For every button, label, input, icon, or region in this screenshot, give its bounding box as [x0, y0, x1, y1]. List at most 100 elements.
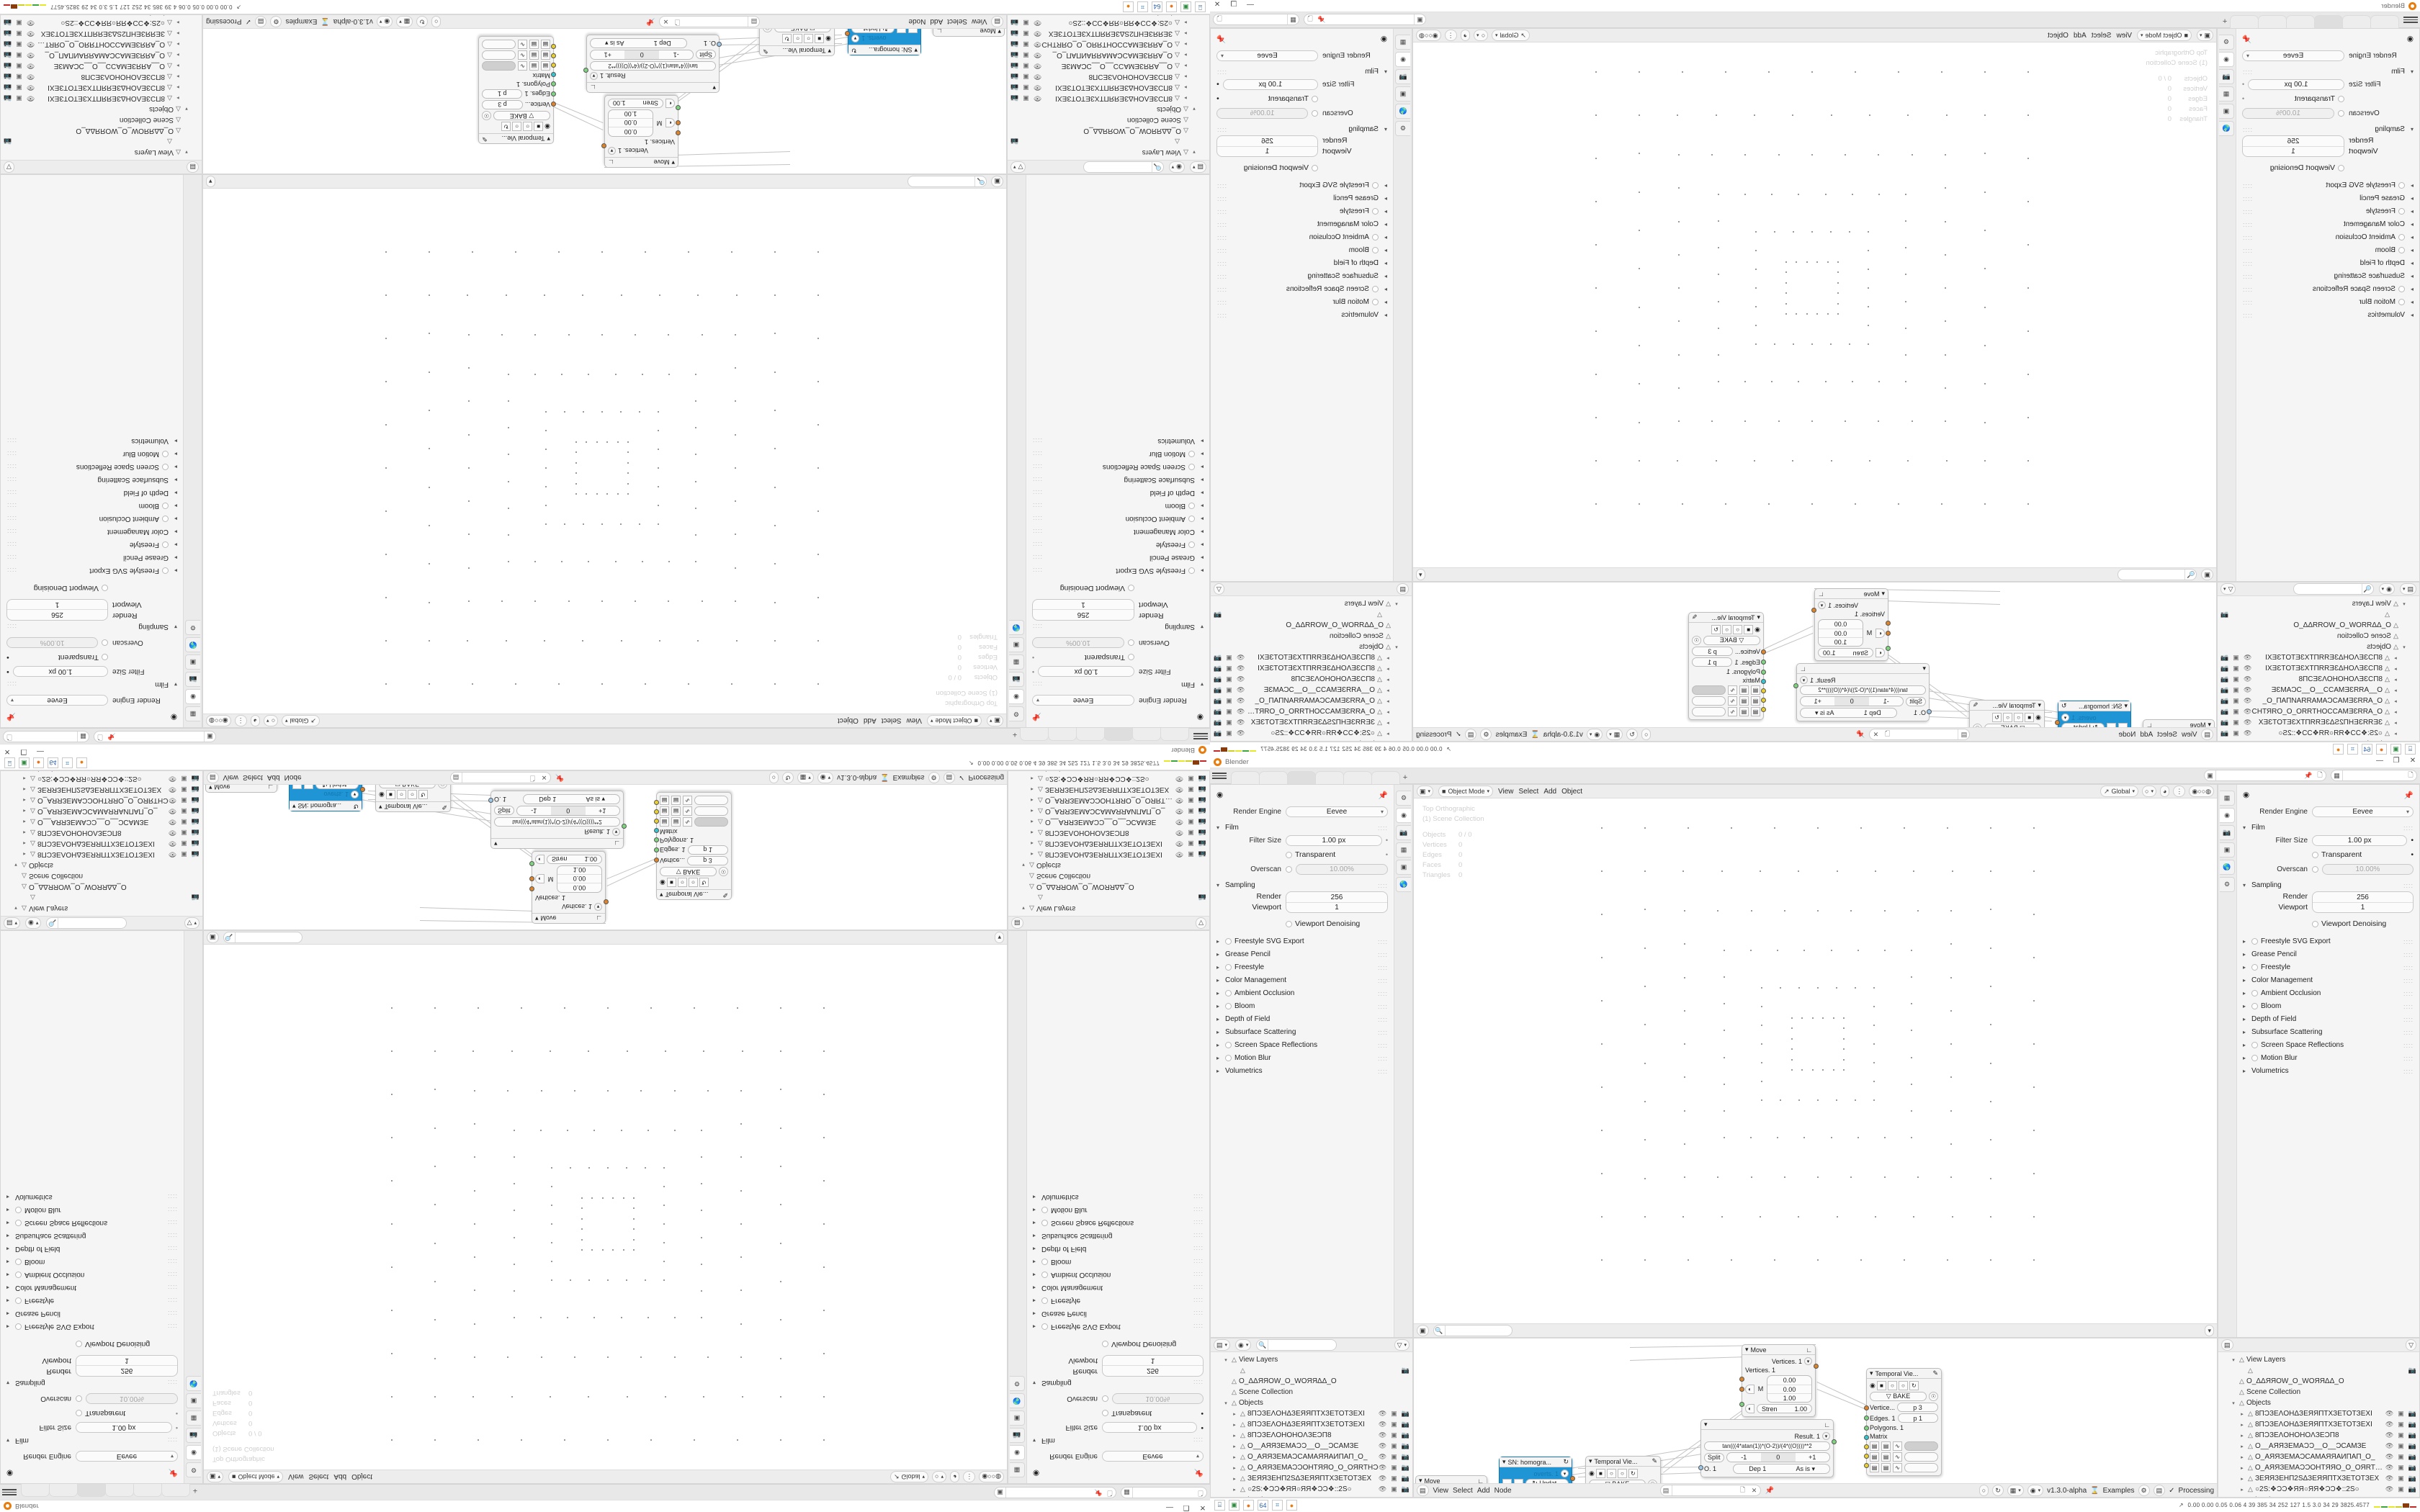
- outliner-row[interactable]: ▸ △ 8ПƆЗEΛОHΔЗEЯЯПTXЗETOTЗEXІ 👁 ▣ 📷: [2218, 663, 2416, 674]
- outliner-row-toggles[interactable]: 📷: [1198, 894, 1209, 901]
- section-header-motion-blur[interactable]: ▸ Motion Blur::::: [1032, 448, 1204, 460]
- chevron-down-icon[interactable]: ▾: [608, 147, 616, 155]
- refresh-icon[interactable]: ↻: [851, 47, 857, 54]
- camera-icon[interactable]: 📷: [1401, 1421, 1410, 1428]
- workspace-tab[interactable]: [2286, 14, 2315, 28]
- menu-view[interactable]: View: [288, 1472, 304, 1481]
- disclosure-triangle-icon[interactable]: ▸: [1233, 1433, 1236, 1439]
- window-controls[interactable]: — ❐ ✕: [2375, 757, 2418, 765]
- menu-object[interactable]: Object: [1561, 787, 1583, 796]
- viewport-denoising-checkbox[interactable]: [102, 585, 108, 592]
- search-input[interactable]: 🔍: [908, 176, 987, 187]
- section-enable-checkbox[interactable]: [1372, 286, 1379, 292]
- outliner-row-toggles[interactable]: 👁 ▣ 📷: [2385, 1442, 2419, 1450]
- editor-type-icon[interactable]: ▣: [991, 176, 1003, 187]
- outliner-row-toggles[interactable]: 👁 ▣ 📷: [2385, 1464, 2419, 1472]
- strength-field[interactable]: Stren 1.00: [547, 855, 602, 864]
- taskbar-icons[interactable]: ⌸ ▣ ● 64 ⌗ ●: [1123, 1, 1206, 12]
- color-icon[interactable]: ▤: [1881, 1452, 1891, 1462]
- filter-icon[interactable]: ▽: [1196, 917, 1206, 929]
- show-faces-icon[interactable]: ○: [407, 790, 417, 799]
- outliner-row[interactable]: ▾ △ Objects: [1214, 1398, 1412, 1408]
- menu-view[interactable]: View: [971, 17, 987, 26]
- bake-button[interactable]: ▽ BAKE: [1703, 636, 1760, 645]
- viewer-toggle-row[interactable]: ◉ ■ ○ ○ ↻: [1870, 1381, 1938, 1390]
- outliner-row[interactable]: ▸ △ O_AЯЯЗEMAƆƆOHTЯЯO_O_OЯRTHƆ 👁 ▣ 📷: [1011, 795, 1209, 806]
- sverchok-icon[interactable]: ⚙: [1480, 729, 1492, 740]
- link-icon[interactable]: ◐: [1876, 648, 1885, 657]
- section-header-motion-blur[interactable]: ▸ Motion Blur::::: [1216, 1052, 1388, 1064]
- node-socket[interactable]: [654, 800, 659, 805]
- monitor-icon[interactable]: ▣: [1391, 1475, 1397, 1482]
- show-edges-icon[interactable]: ○: [2014, 713, 2024, 722]
- node-header[interactable]: ▾ SN: homogra... ↻: [1500, 1457, 1572, 1467]
- section-header-color-management[interactable]: ▸ Color Management::::: [2242, 218, 2414, 230]
- section-enable-checkbox[interactable]: [2398, 286, 2405, 292]
- viewer-socket-value[interactable]: p 1: [1692, 657, 1733, 667]
- firefox-icon[interactable]: ●: [1166, 1, 1177, 12]
- link-icon[interactable]: ◐: [666, 118, 675, 128]
- matrix-fields[interactable]: 0.00 0.00 1.00: [608, 109, 653, 137]
- eye-icon[interactable]: 👁: [168, 851, 177, 858]
- sampling-fields[interactable]: 256 1: [1286, 891, 1388, 913]
- outliner-row-toggles[interactable]: 👁 ▣ 📷: [2218, 729, 2251, 737]
- camera-icon[interactable]: 📷: [1401, 1475, 1410, 1482]
- outliner-row[interactable]: ▾ △ View Layers: [1011, 903, 1209, 914]
- display-settings-icon[interactable]: ⌸: [4, 757, 15, 768]
- show-verts-icon[interactable]: ■: [815, 34, 825, 43]
- outliner-icon[interactable]: ▤ ▾: [1189, 161, 1206, 173]
- disclosure-triangle-icon[interactable]: ▾: [185, 149, 188, 155]
- monitor-icon[interactable]: ▣: [1023, 63, 1029, 70]
- section-header-sampling[interactable]: ▾ Sampling ::::: [2242, 123, 2414, 135]
- drag-dots[interactable]: ::::: [167, 1258, 178, 1266]
- close-button[interactable]: ✕: [4, 747, 11, 755]
- display-mode-icon[interactable]: ◉ ▾: [1235, 1339, 1252, 1351]
- camera-icon[interactable]: 📷: [4, 19, 12, 27]
- camera-icon[interactable]: 📷: [1401, 1410, 1410, 1417]
- drag-dots[interactable]: ::::: [1216, 68, 1227, 76]
- camera-icon[interactable]: 📷: [1401, 1453, 1410, 1460]
- pin-icon[interactable]: 📌: [2304, 771, 2313, 779]
- outliner-row-toggles[interactable]: 👁 ▣ 📷: [2218, 654, 2251, 662]
- monitor-icon[interactable]: ▣: [2398, 1421, 2404, 1428]
- output-icon[interactable]: 📷: [1395, 69, 1410, 84]
- overscan-checkbox[interactable]: [1286, 865, 1292, 873]
- camera-icon[interactable]: 📷: [191, 819, 200, 826]
- split-options[interactable]: -1 0 +1: [1800, 696, 1904, 706]
- disclosure-triangle-icon[interactable]: ▾: [2232, 1357, 2235, 1363]
- disclosure-triangle-icon[interactable]: ▸: [1386, 731, 1389, 737]
- pencil-icon[interactable]: ✎: [1932, 1369, 1938, 1377]
- eye-icon[interactable]: 👁: [26, 30, 35, 37]
- split-option[interactable]: +1: [599, 807, 606, 814]
- curve-icon[interactable]: ∿: [683, 796, 692, 805]
- chevron-down-icon[interactable]: ▾: [995, 932, 1004, 943]
- disclosure-triangle-icon[interactable]: ▸: [176, 73, 179, 79]
- render-engine-select[interactable]: Eevee ▾: [6, 695, 108, 706]
- dep-group[interactable]: Dep 1 As is ▾: [1733, 1464, 1830, 1474]
- node-socket[interactable]: [2055, 720, 2060, 725]
- curve-icon[interactable]: ∿: [1728, 685, 1737, 695]
- node-socket[interactable]: [676, 130, 681, 135]
- outliner-row[interactable]: ▸ △ 8ПƆЗEΛОHΔЗEЯЯПTXЗETOTЗEXІ 👁 ▣ 📷: [1211, 663, 1409, 674]
- chevron-down-icon[interactable]: ▾: [1881, 590, 1885, 597]
- disclosure-triangle-icon[interactable]: ▾: [14, 862, 17, 868]
- pin-icon[interactable]: 📌: [1765, 1486, 1774, 1495]
- camera-icon[interactable]: 📷: [1214, 686, 1222, 693]
- sampling-fields[interactable]: 256 1: [6, 599, 108, 621]
- outliner-row-toggles[interactable]: 👁 ▣ 📷: [1008, 94, 1041, 102]
- properties-tab-column-secondary[interactable]: ▦ ◉ 📷 ▣ 🌎 ⚙: [183, 175, 202, 727]
- sverchok-toggle-icon[interactable]: ○: [431, 16, 442, 27]
- tool-icon[interactable]: ⚙: [2219, 35, 2234, 50]
- camera-icon[interactable]: 📷: [2408, 1410, 2416, 1417]
- section-enable-checkbox[interactable]: [15, 1297, 22, 1304]
- workspace-tab[interactable]: [2230, 14, 2259, 28]
- bake-button[interactable]: ▽ BAKE: [774, 29, 831, 32]
- color-icon[interactable]: ▤: [529, 40, 539, 49]
- node-socket[interactable]: [1864, 1405, 1869, 1410]
- outliner-row[interactable]: ▸ △ O__AЯЯЗEMAƆƆ__O__ƆCAMЗE 👁 ▣ 📷: [1, 60, 199, 71]
- section-enable-checkbox[interactable]: [2398, 234, 2405, 240]
- output-icon[interactable]: 📷: [1396, 825, 1411, 840]
- split-option[interactable]: -1: [531, 807, 537, 814]
- section-enable-checkbox[interactable]: [2251, 1042, 2258, 1048]
- overscan-field[interactable]: 10.00%: [2242, 107, 2334, 119]
